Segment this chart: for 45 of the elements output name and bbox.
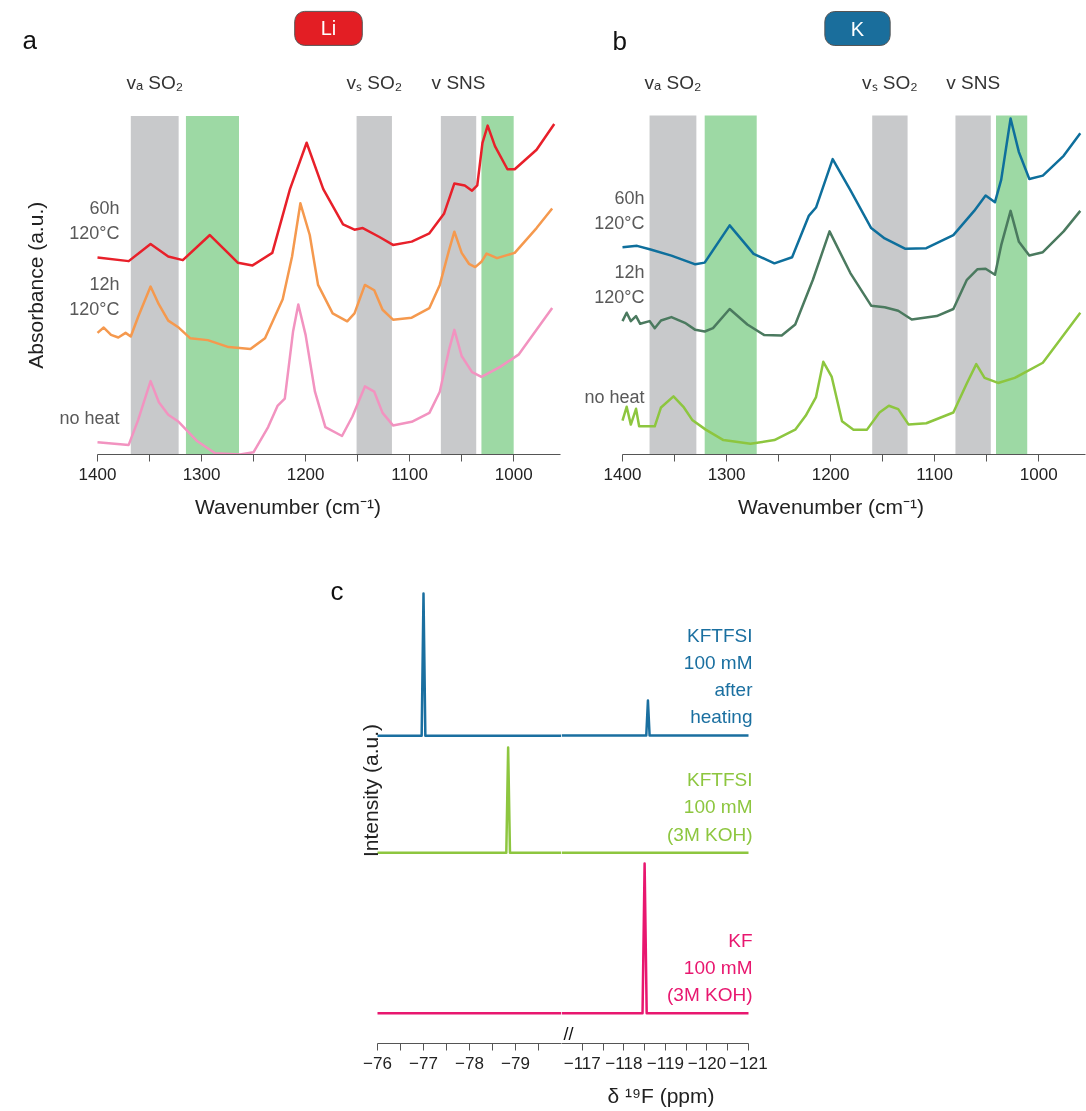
x-tick-label: 1300	[707, 464, 746, 484]
text: a	[22, 25, 38, 56]
text: b	[612, 25, 627, 56]
x-tick-label: 1400	[603, 464, 642, 484]
x-tick-label: 1200	[811, 464, 850, 484]
band-label: vₛ SO₂	[346, 71, 403, 93]
x-tick-label: −78	[455, 1053, 484, 1073]
x-tick-label: 1100	[391, 464, 428, 484]
series-label: 60h 120°C	[69, 198, 120, 244]
y-axis-title: Intensity (a.u.)	[359, 723, 382, 858]
chart-title: K	[850, 17, 865, 40]
text: c	[330, 575, 344, 606]
series-label: KFTFSI 100 mM (3M KOH)	[667, 769, 753, 845]
series-label: KF 100 mM (3M KOH)	[667, 929, 753, 1006]
x-tick-label: 1100	[916, 464, 953, 484]
x-tick-label: −119	[646, 1053, 684, 1073]
x-tick-label: 1200	[286, 464, 325, 484]
x-axis-title: δ ¹⁹F (ppm)	[607, 1083, 715, 1107]
band-label: vₛ SO₂	[862, 72, 918, 93]
series-label: 60h 120°C	[594, 188, 645, 234]
x-tick-label: 1300	[182, 464, 221, 484]
band-label: vₐ SO₂	[644, 72, 702, 93]
x-tick-label: −77	[409, 1053, 438, 1073]
x-axis-title: Wavenumber (cm⁻¹)	[738, 494, 924, 518]
x-tick-label: 1000	[494, 464, 533, 484]
annotation: //	[563, 1023, 574, 1044]
x-tick-label: 1000	[1019, 464, 1058, 484]
chart-title: Li	[320, 17, 337, 40]
x-axis-title: Wavenumber (cm⁻¹)	[195, 494, 381, 518]
x-tick-label: 1400	[78, 464, 117, 484]
x-tick-label: −120	[687, 1053, 727, 1073]
x-tick-label: −117	[563, 1053, 601, 1073]
x-tick-label: −76	[363, 1053, 392, 1073]
series-label: no heat	[584, 386, 645, 407]
band-label: v SNS	[431, 71, 486, 93]
band-label: vₐ SO₂	[126, 71, 184, 93]
y-axis-title: Absorbance (a.u.)	[24, 201, 47, 369]
series-label: KFTFSI 100 mM after heating	[683, 624, 754, 728]
x-tick-label: −79	[501, 1053, 530, 1073]
x-tick-label: −121	[729, 1053, 768, 1073]
series-label: 12h 120°C	[594, 262, 645, 308]
band-label: v SNS	[946, 72, 1001, 93]
series-label: no heat	[59, 408, 120, 429]
series-label: 12h 120°C	[69, 273, 120, 319]
x-tick-label: −118	[605, 1053, 643, 1073]
